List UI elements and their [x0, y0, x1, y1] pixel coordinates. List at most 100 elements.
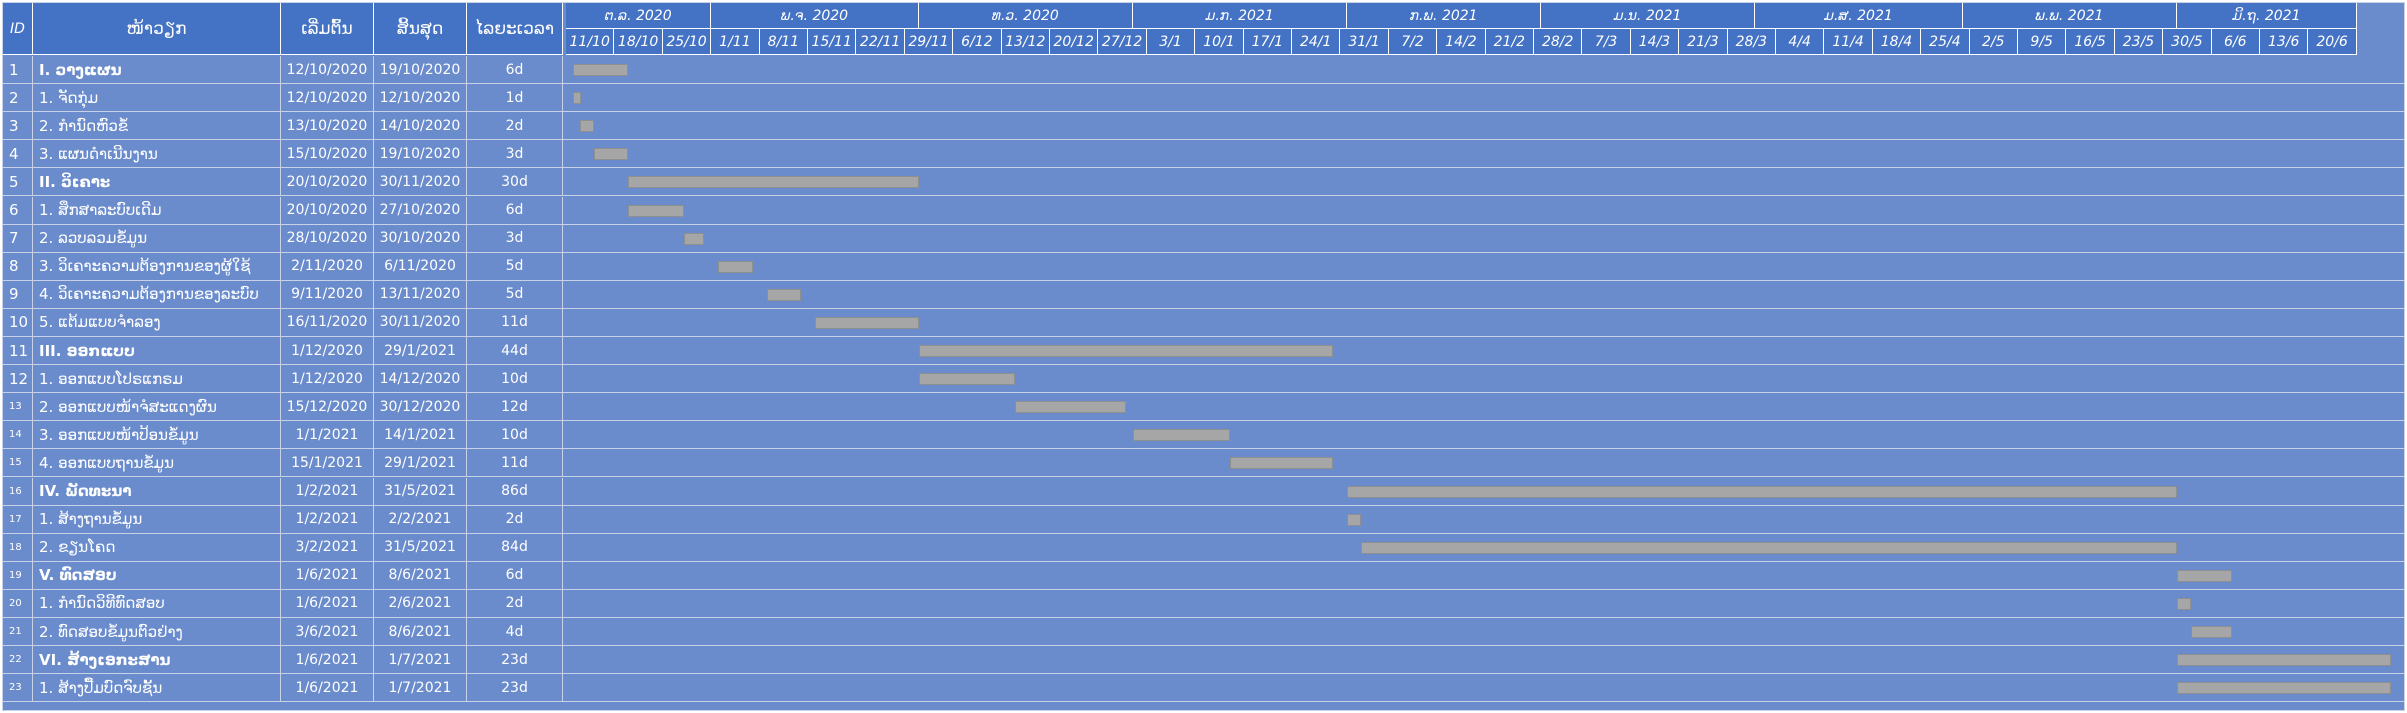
gantt-bar[interactable]: [683, 232, 705, 245]
table-row[interactable]: 23 1. ສ້າງປື້ມບົດຈົບຊັ້ນ 1/6/2021 1/7/2021 2…: [3, 674, 2404, 703]
task-name: 1. ຈັດກຸ່ມ: [33, 84, 281, 112]
gantt-bar[interactable]: [1347, 485, 2178, 498]
task-id: 1: [3, 56, 33, 84]
gantt-bar[interactable]: [918, 345, 1334, 358]
gantt-bar[interactable]: [579, 120, 594, 133]
table-row[interactable]: 12 1. ອອກແບບໂປຣແກຣມ 1/12/2020 14/12/2020 10d: [3, 365, 2404, 394]
task-id: 22: [3, 646, 33, 674]
task-end: 14/1/2021: [374, 421, 467, 449]
task-end: 12/10/2020: [374, 84, 467, 112]
table-row[interactable]: 15 4. ອອກແບບຖານຂໍ້ມູນ 15/1/2021 29/1/2021 11…: [3, 449, 2404, 478]
week-header: 9/5: [2018, 29, 2067, 55]
task-name: 1. ສຶກສາລະບົບເດີມ: [33, 196, 281, 224]
table-row[interactable]: 16 IV. ພັດທະນາ 1/2/2021 31/5/2021 86d: [3, 477, 2404, 506]
week-header: 13/12: [1001, 29, 1050, 55]
task-name: 1. ສ້າງຖານຂໍ້ມູນ: [33, 505, 281, 533]
table-row[interactable]: 10 5. ແຕ້ມແບບຈຳລອງ 16/11/2020 30/11/2020 11d: [3, 308, 2404, 337]
task-start: 9/11/2020: [281, 280, 374, 308]
table-row[interactable]: 18 2. ຂຽນໂຄດ 3/2/2021 31/5/2021 84d: [3, 533, 2404, 562]
task-name: 2. ກຳນົດຫົວຂໍ້: [33, 112, 281, 140]
gantt-bar[interactable]: [572, 92, 581, 105]
table-row[interactable]: 2 1. ຈັດກຸ່ມ 12/10/2020 12/10/2020 1d: [3, 84, 2404, 113]
task-name: V. ທົດສອບ: [33, 561, 281, 589]
table-row[interactable]: 22 VI. ສ້າງເອກະສານ 1/6/2021 1/7/2021 23d: [3, 646, 2404, 675]
task-duration: 23d: [467, 674, 563, 702]
task-end: 30/11/2020: [374, 168, 467, 196]
gantt-bar[interactable]: [1132, 429, 1230, 442]
header-task: ໜ້າວຽກ: [33, 3, 281, 55]
table-row[interactable]: 9 4. ວິເຄາະຄວາມຕ້ອງການຂອງລະບົບ 9/11/2020 13…: [3, 280, 2404, 309]
gantt-bar[interactable]: [1015, 401, 1127, 414]
task-start: 15/1/2021: [281, 449, 374, 477]
task-id: 23: [3, 674, 33, 702]
table-row[interactable]: 3 2. ກຳນົດຫົວຂໍ້ 13/10/2020 14/10/2020 2d: [3, 112, 2404, 141]
task-start: 3/2/2021: [281, 533, 374, 561]
table-row[interactable]: 11 III. ອອກແບບ 1/12/2020 29/1/2021 44d: [3, 337, 2404, 366]
task-end: 14/10/2020: [374, 112, 467, 140]
task-start: 15/10/2020: [281, 140, 374, 168]
gantt-bar[interactable]: [2177, 654, 2392, 667]
task-duration: 11d: [467, 308, 563, 336]
gantt-bar[interactable]: [2177, 569, 2233, 582]
task-id: 18: [3, 533, 33, 561]
gantt-bar[interactable]: [1347, 513, 1362, 526]
task-id: 11: [3, 337, 33, 365]
week-header: 7/3: [1582, 29, 1631, 55]
task-name: 1. ສ້າງປື້ມບົດຈົບຊັ້ນ: [33, 674, 281, 702]
table-row[interactable]: 21 2. ທົດສອບຂໍ້ມູນຕົວຢ່າງ 3/6/2021 8/6/2021…: [3, 618, 2404, 647]
task-name: II. ວິເຄາະ: [33, 168, 281, 196]
task-name: 3. ແຜນດຳເນີນງານ: [33, 140, 281, 168]
task-start: 3/6/2021: [281, 618, 374, 646]
week-header: 28/2: [1534, 29, 1583, 55]
task-id: 4: [3, 140, 33, 168]
task-end: 29/1/2021: [374, 449, 467, 477]
gantt-bar[interactable]: [593, 148, 629, 161]
task-duration: 86d: [467, 477, 563, 505]
task-duration: 5d: [467, 252, 563, 280]
task-end: 31/5/2021: [374, 477, 467, 505]
task-duration: 3d: [467, 140, 563, 168]
table-row[interactable]: 6 1. ສຶກສາລະບົບເດີມ 20/10/2020 27/10/2020 6d: [3, 196, 2404, 225]
task-end: 2/2/2021: [374, 505, 467, 533]
week-header: 8/11: [759, 29, 808, 55]
table-row[interactable]: 14 3. ອອກແບບໜ້າປ້ອນຂໍ້ມູນ 1/1/2021 14/1/202…: [3, 421, 2404, 450]
gantt-bar[interactable]: [814, 316, 919, 329]
gantt-bar[interactable]: [628, 204, 684, 217]
gantt-bar[interactable]: [628, 176, 919, 189]
gantt-bar[interactable]: [1361, 541, 2178, 554]
table-row[interactable]: 1 I. ວາງແຜນ 12/10/2020 19/10/2020 6d: [3, 56, 2404, 85]
table-row[interactable]: 7 2. ລວບລວມຂໍ້ມູນ 28/10/2020 30/10/2020 3d: [3, 224, 2404, 253]
task-start: 20/10/2020: [281, 168, 374, 196]
gantt-bar[interactable]: [918, 373, 1016, 386]
task-duration: 1d: [467, 84, 563, 112]
table-row[interactable]: 4 3. ແຜນດຳເນີນງານ 15/10/2020 19/10/2020 3d: [3, 140, 2404, 169]
task-start: 1/12/2020: [281, 337, 374, 365]
task-start: 1/6/2021: [281, 674, 374, 702]
week-header: 29/11: [904, 29, 954, 55]
week-header: 21/2: [1485, 29, 1534, 55]
gantt-bar[interactable]: [2190, 626, 2233, 639]
task-duration: 11d: [467, 449, 563, 477]
table-row[interactable]: 20 1. ກຳນົດວິທີທົດສອບ 1/6/2021 2/6/2021 2d: [3, 589, 2404, 618]
gantt-bar[interactable]: [766, 288, 802, 301]
gantt-bar[interactable]: [2177, 597, 2191, 610]
task-name: 4. ອອກແບບຖານຂໍ້ມູນ: [33, 449, 281, 477]
gantt-bar[interactable]: [718, 260, 753, 273]
table-row[interactable]: 19 V. ທົດສອບ 1/6/2021 8/6/2021 6d: [3, 561, 2404, 590]
week-header: 18/10: [614, 29, 663, 55]
table-row[interactable]: 5 II. ວິເຄາະ 20/10/2020 30/11/2020 30d: [3, 168, 2404, 197]
task-id: 17: [3, 505, 33, 533]
gantt-bar[interactable]: [2177, 682, 2392, 695]
table-row[interactable]: 17 1. ສ້າງຖານຂໍ້ມູນ 1/2/2021 2/2/2021 2d: [3, 505, 2404, 534]
task-start: 2/11/2020: [281, 252, 374, 280]
gantt-bar[interactable]: [572, 64, 629, 77]
table-row[interactable]: 13 2. ອອກແບບໜ້າຈໍສະແດງຜົນ 15/12/2020 30/12/…: [3, 393, 2404, 422]
task-end: 2/6/2021: [374, 589, 467, 617]
week-header: 4/4: [1776, 29, 1825, 55]
task-duration: 84d: [467, 533, 563, 561]
gantt-bar[interactable]: [1229, 457, 1334, 470]
table-row[interactable]: 8 3. ວິເຄາະຄວາມຕ້ອງການຂອງຜູ້ໃຊ້ 2/11/2020 6…: [3, 252, 2404, 281]
task-start: 20/10/2020: [281, 196, 374, 224]
month-header: ມິ.ຖ. 2021: [2177, 3, 2357, 29]
